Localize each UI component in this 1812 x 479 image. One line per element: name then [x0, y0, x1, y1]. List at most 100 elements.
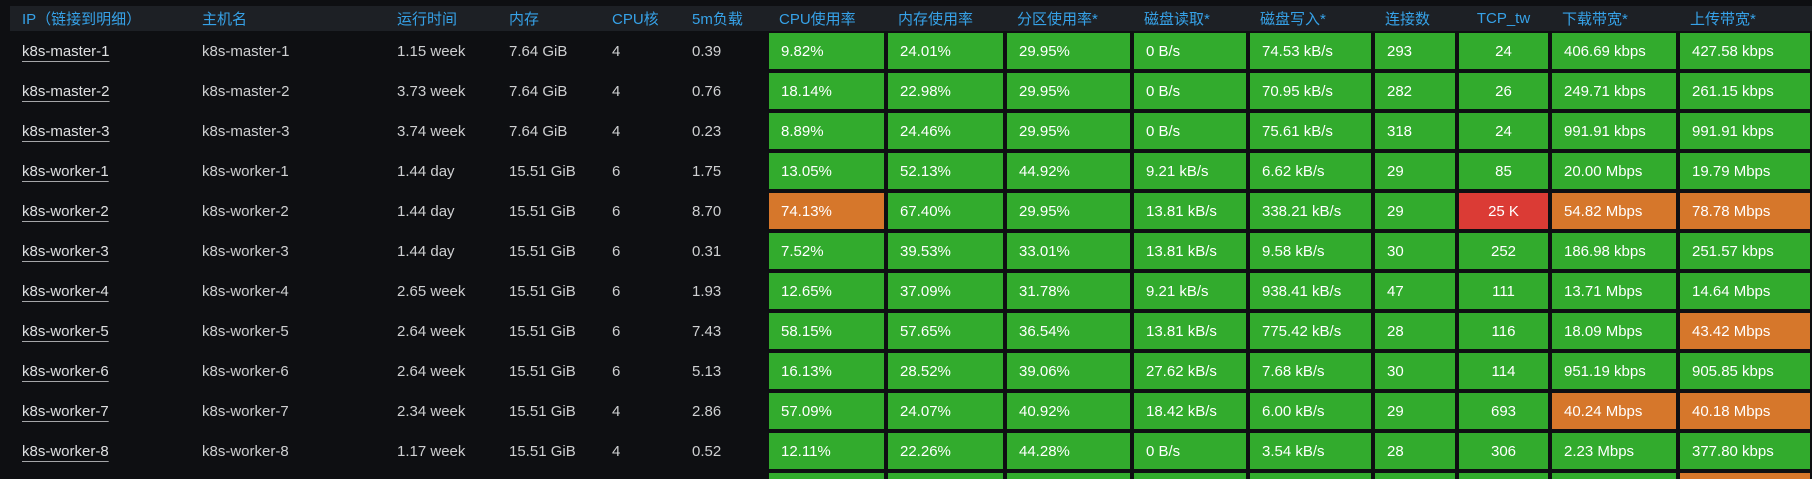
cell-memu: 24.46% [886, 111, 1005, 151]
cell-host: k8s-worker-5 [202, 322, 289, 340]
cell-tcp: 85 [1457, 151, 1550, 191]
node-detail-link[interactable]: k8s-worker-8 [22, 442, 109, 460]
node-detail-link[interactable]: k8s-worker-1 [22, 162, 109, 180]
cell-write: 4.53 kB/s [1248, 471, 1373, 479]
cell-cpu: 34.94% [767, 471, 886, 479]
cell-memu: 22.26% [886, 431, 1005, 471]
cell-tcp: 82 [1457, 471, 1550, 479]
node-detail-link[interactable]: k8s-master-1 [22, 42, 110, 60]
column-header-part[interactable]: 分区使用率* [1005, 6, 1132, 31]
cell-uptime: 1.44 day [397, 162, 455, 180]
column-header-host[interactable]: 主机名 [190, 6, 385, 31]
cell-memu: 37.09% [886, 271, 1005, 311]
cell-down: 54.82 Mbps [1550, 191, 1678, 231]
node-detail-link[interactable]: k8s-worker-2 [22, 202, 109, 220]
node-detail-link[interactable]: k8s-worker-4 [22, 282, 109, 300]
cell-cpu: 12.65% [767, 271, 886, 311]
table-row: k8s-master-1 k8s-master-1 1.15 week 7.64 Gi… [10, 31, 1812, 71]
cell-write: 938.41 kB/s [1248, 271, 1373, 311]
column-header-memu[interactable]: 内存使用率 [886, 6, 1005, 31]
column-header-load[interactable]: 5m负载 [680, 6, 767, 31]
cell-conn: 29 [1373, 151, 1457, 191]
cell-up: 251.57 kbps [1678, 231, 1812, 271]
cell-part: 40.92% [1005, 391, 1132, 431]
cell-read: 9.21 kB/s [1132, 151, 1248, 191]
table-body: k8s-master-1 k8s-master-1 1.15 week 7.64 Gi… [10, 31, 1812, 479]
cell-read: 13.81 kB/s [1132, 471, 1248, 479]
cell-ip: k8s-worker-1 [10, 151, 190, 191]
column-header-tcp[interactable]: TCP_tw [1457, 6, 1550, 31]
cell-part: 39.06% [1005, 351, 1132, 391]
table-row: k8s-worker-3 k8s-worker-3 1.44 day 15.51 Gi… [10, 231, 1812, 271]
node-detail-link[interactable]: k8s-worker-7 [22, 402, 109, 420]
cell-mem: 15.51 GiB [497, 471, 600, 479]
cell-mem: 15.51 GiB [509, 442, 576, 460]
cell-memu: 52.13% [886, 151, 1005, 191]
cell-memu: 28.52% [886, 351, 1005, 391]
column-header-write[interactable]: 磁盘写入* [1248, 6, 1373, 31]
table-row: k8s-master-3 k8s-master-3 3.74 week 7.64 Gi… [10, 111, 1812, 151]
node-detail-link[interactable]: k8s-master-2 [22, 82, 110, 100]
cell-part: 29.95% [1005, 111, 1132, 151]
cell-up: 905.85 kbps [1678, 351, 1812, 391]
cell-write: 338.21 kB/s [1248, 191, 1373, 231]
column-header-down[interactable]: 下载带宽* [1550, 6, 1678, 31]
cell-cores: 6 [612, 362, 621, 380]
cell-cpu: 12.11% [767, 431, 886, 471]
cell-mem: 7.64 GiB [509, 122, 568, 140]
cell-mem: 7.64 GiB [509, 82, 568, 100]
cell-write: 3.54 kB/s [1248, 431, 1373, 471]
cell-read: 27.62 kB/s [1132, 351, 1248, 391]
column-header-cores[interactable]: CPU核 [600, 6, 680, 31]
cell-tcp: 116 [1457, 311, 1550, 351]
cell-host: k8s-master-2 [202, 82, 290, 100]
cell-cores: 4 [612, 122, 621, 140]
cell-down: 40.24 Mbps [1550, 391, 1678, 431]
node-detail-link[interactable]: k8s-master-3 [22, 122, 110, 140]
cell-up: 40.18 Mbps [1678, 391, 1812, 431]
column-header-uptime[interactable]: 运行时间 [385, 6, 497, 31]
cell-conn: 293 [1373, 31, 1457, 71]
cell-read: 13.81 kB/s [1132, 231, 1248, 271]
table-row: k8s-worker-8 k8s-worker-8 1.17 week 15.51 G… [10, 431, 1812, 471]
cell-memu: 22.98% [886, 71, 1005, 111]
cell-down: 991.91 kbps [1550, 111, 1678, 151]
column-header-ip[interactable]: IP（链接到明细） [10, 6, 190, 31]
cell-up: 43.42 Mbps [1678, 311, 1812, 351]
node-detail-link[interactable]: k8s-worker-5 [22, 322, 109, 340]
cell-down: 406.69 kbps [1550, 31, 1678, 71]
cell-cores: 4 [612, 402, 621, 420]
cell-conn: 318 [1373, 111, 1457, 151]
node-detail-link[interactable]: k8s-worker-3 [22, 242, 109, 260]
cell-cpu: 16.13% [767, 351, 886, 391]
cell-part: 44.92% [1005, 151, 1132, 191]
cell-down: 2.23 Mbps [1550, 431, 1678, 471]
cell-cpu: 7.52% [767, 231, 886, 271]
cell-load: 1.75 [680, 471, 767, 479]
cell-conn: 29 [1373, 391, 1457, 431]
table-row: k8s-worker-6 k8s-worker-6 2.64 week 15.51 G… [10, 351, 1812, 391]
cell-up: 31.80 Mbps [1678, 471, 1812, 479]
cell-down: 18.09 Mbps [1550, 311, 1678, 351]
table-row: k8s-worker-5 k8s-worker-5 2.64 week 15.51 G… [10, 311, 1812, 351]
cell-uptime: 1.44 day [397, 242, 455, 260]
column-header-mem[interactable]: 内存 [497, 6, 600, 31]
cell-read: 9.21 kB/s [1132, 271, 1248, 311]
column-header-read[interactable]: 磁盘读取* [1132, 6, 1248, 31]
column-header-conn[interactable]: 连接数 [1373, 6, 1457, 31]
column-header-cpu[interactable]: CPU使用率 [767, 6, 886, 31]
cell-uptime: 2.34 week [385, 471, 497, 479]
cell-host: k8s-worker-7 [202, 402, 289, 420]
node-detail-link[interactable]: k8s-worker-6 [22, 362, 109, 380]
cell-mem: 15.51 GiB [509, 242, 576, 260]
cell-tcp: 252 [1457, 231, 1550, 271]
cell-part: 31.78% [1005, 271, 1132, 311]
cell-cores: 6 [612, 242, 621, 260]
cell-ip: k8s-master-3 [10, 111, 190, 151]
cell-conn: 47 [1373, 271, 1457, 311]
column-header-up[interactable]: 上传带宽* [1678, 6, 1812, 31]
cell-mem: 15.51 GiB [509, 402, 576, 420]
cell-write: 6.00 kB/s [1248, 391, 1373, 431]
cell-read: 18.42 kB/s [1132, 391, 1248, 431]
table-row: k8s-worker-7 k8s-worker-7 2.34 week 15.51 G… [10, 391, 1812, 431]
